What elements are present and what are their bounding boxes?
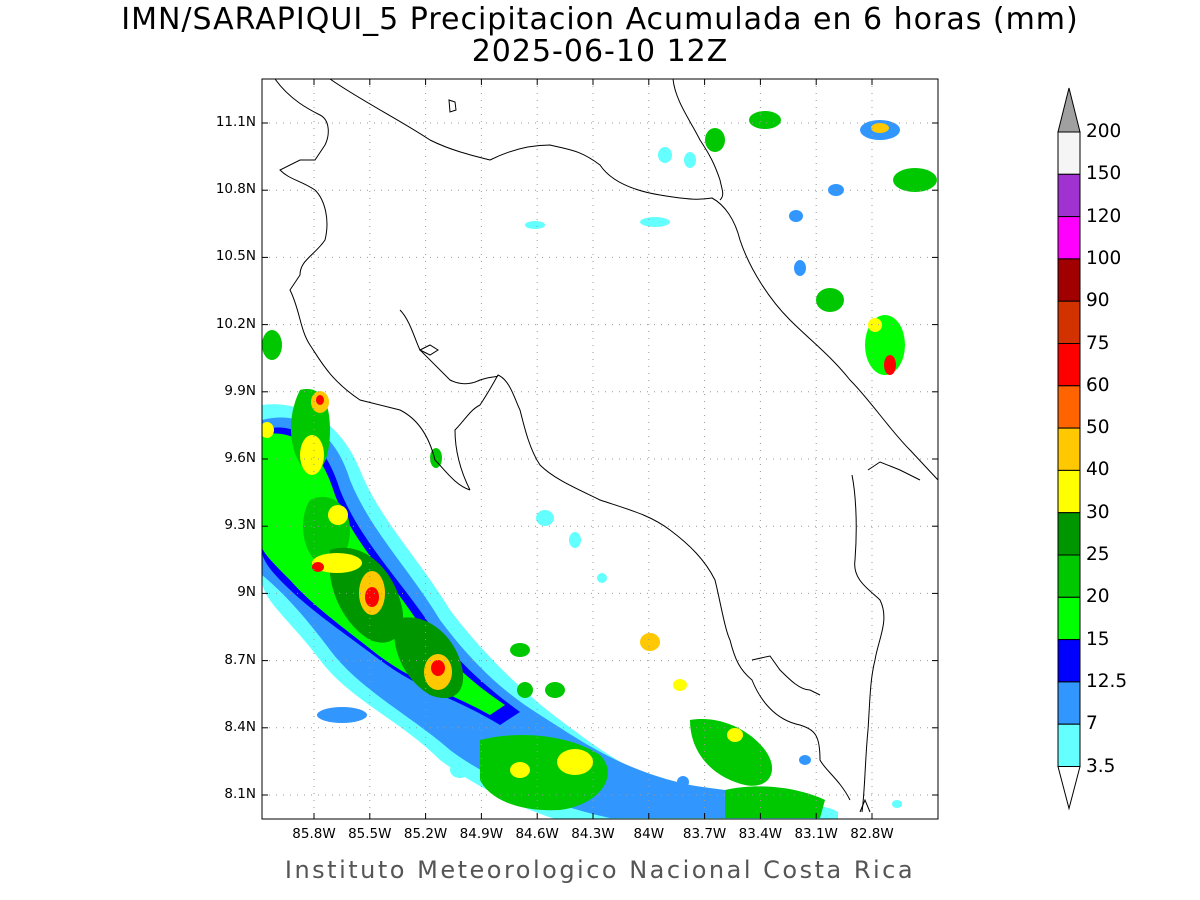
map-grid (262, 79, 938, 819)
colorbar-label: 7 (1086, 713, 1098, 735)
colorbar (1057, 87, 1081, 811)
lon-tick-label: 83.4W (738, 826, 783, 842)
precipitation-field (262, 111, 937, 819)
colorbar-swatch (1057, 427, 1081, 471)
lon-tick-label: 84W (633, 826, 665, 842)
colorbar-label: 75 (1086, 332, 1110, 354)
map-footer: Instituto Meteorologico Nacional Costa R… (284, 856, 916, 884)
lat-tick-label: 11.1N (215, 114, 256, 130)
lon-tick-label: 84.9W (459, 826, 504, 842)
colorbar-label: 200 (1086, 121, 1122, 142)
lat-tick-label: 8.4N (224, 718, 256, 735)
colorbar-label: 150 (1086, 163, 1122, 185)
lat-tick-label: 9.3N (224, 517, 256, 534)
colorbar-swatch (1057, 173, 1081, 218)
lon-tick-label: 85.8W (292, 826, 336, 842)
lon-tick-label: 84.6W (515, 826, 559, 842)
lon-tick-label: 82.8W (850, 826, 894, 842)
colorbar-swatch (1057, 216, 1081, 260)
colorbar-swatch (1057, 596, 1081, 641)
colorbar-label: 12.5 (1086, 670, 1128, 692)
colorbar-swatch (1057, 131, 1081, 175)
colorbar-label: 50 (1086, 417, 1110, 439)
colorbar-swatch (1057, 300, 1081, 345)
colorbar-label: 60 (1086, 374, 1110, 396)
lon-tick-label: 83.1W (794, 826, 838, 842)
axis-ticks (262, 79, 938, 819)
map-title: IMN/SARAPIQUI_5 Precipitacion Acumulada … (121, 2, 1079, 37)
colorbar-label: 120 (1086, 205, 1122, 227)
lat-tick-label: 9.9N (224, 382, 256, 399)
lon-tick-label: 84.3W (571, 826, 615, 842)
colorbar-label: 30 (1086, 501, 1110, 523)
colorbar-swatch (1057, 343, 1081, 387)
colorbar-label: 40 (1086, 459, 1110, 481)
lat-tick-label: 10.8N (215, 181, 256, 198)
coastline (274, 79, 938, 813)
lat-tick-label: 10.5N (215, 248, 256, 265)
lat-tick-label: 8.1N (224, 786, 256, 802)
colorbar-label: 15 (1086, 628, 1110, 650)
colorbar-swatch (1057, 385, 1081, 429)
colorbar-label: 90 (1086, 290, 1110, 312)
lat-tick-label: 9N (237, 584, 256, 601)
lon-tick-label: 85.2W (403, 826, 448, 842)
colorbar-swatch (1057, 639, 1081, 683)
colorbar-label: 100 (1086, 247, 1122, 269)
colorbar-swatch (1057, 723, 1081, 768)
colorbar-label: 20 (1086, 586, 1110, 608)
lat-tick-label: 10.2N (215, 315, 256, 332)
colorbar-label: 3.5 (1086, 755, 1116, 777)
colorbar-bottom-arrow (1057, 766, 1081, 811)
map-date: 2025-06-10 12Z (471, 34, 729, 69)
colorbar-swatch (1057, 258, 1081, 302)
map-frame (261, 78, 939, 820)
colorbar-swatch (1057, 681, 1081, 725)
colorbar-top-arrow (1057, 87, 1081, 133)
colorbar-label: 25 (1086, 544, 1110, 565)
colorbar-swatch (1057, 469, 1081, 514)
lon-tick-label: 83.7W (682, 826, 727, 842)
lon-tick-label: 85.5W (348, 826, 392, 842)
colorbar-swatch (1057, 512, 1081, 556)
lat-tick-label: 8.7N (224, 651, 256, 668)
colorbar-swatch (1057, 554, 1081, 598)
lat-tick-label: 9.6N (224, 450, 256, 466)
